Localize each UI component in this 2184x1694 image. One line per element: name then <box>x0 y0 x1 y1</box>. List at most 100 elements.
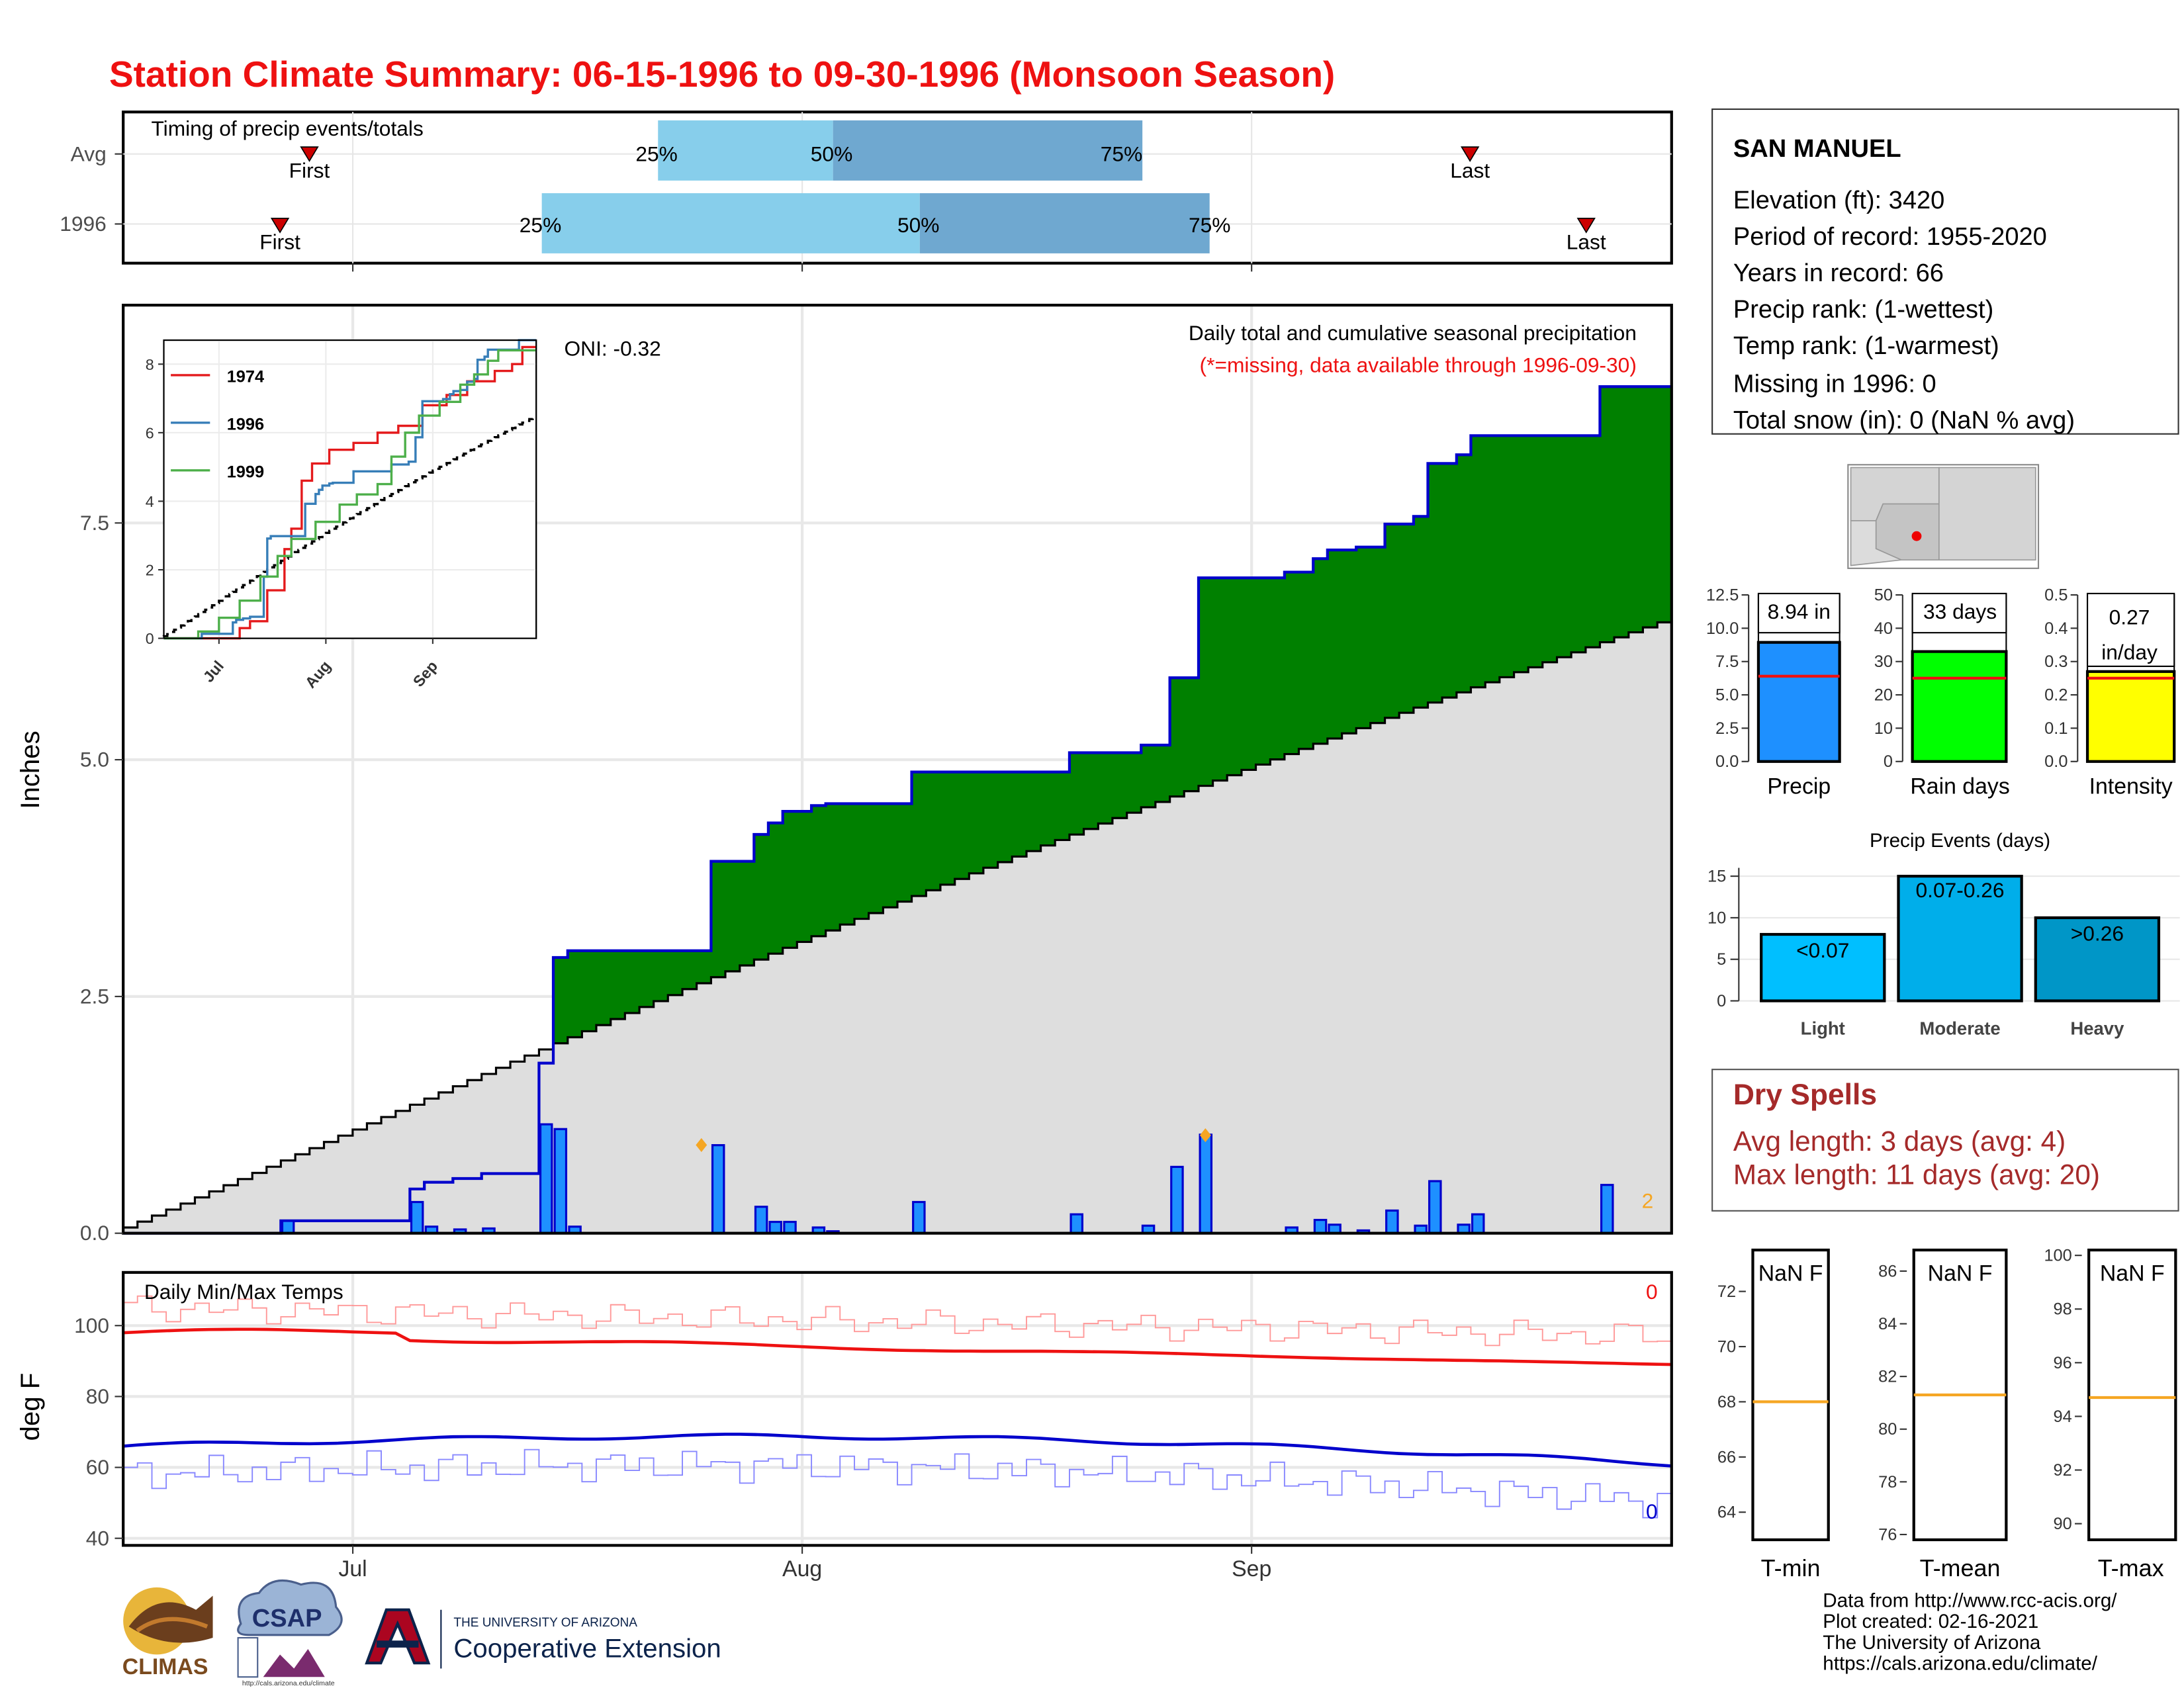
daily-precip-bar <box>1069 1213 1084 1235</box>
footer-line: The University of Arizona <box>1823 1632 2041 1654</box>
ua-extension-text: Cooperative Extension <box>453 1634 721 1664</box>
inset-avg-line <box>162 416 537 638</box>
missing-count: 2 <box>1642 1189 1654 1213</box>
avg-q25-label: 25% <box>635 142 677 165</box>
tbox-y-tick: 70 <box>1717 1337 1736 1356</box>
timing-label: Timing of precip events/totals <box>151 116 423 140</box>
summary-y-tick: 7.5 <box>1715 652 1739 671</box>
event-bar <box>1897 874 2023 1003</box>
station-line: Elevation (ft): 3420 <box>1733 187 1944 214</box>
daily-precip-bar <box>553 1128 568 1235</box>
event-bar <box>2034 916 2161 1003</box>
summary-y-tick: 0.1 <box>2044 719 2068 738</box>
daily-precip-bar <box>768 1220 782 1235</box>
summary-y-tick: 12.5 <box>1706 586 1739 605</box>
tmean-box-value: NaN F <box>1928 1261 1993 1286</box>
tmin-avg-line <box>122 1433 1672 1468</box>
daily-precip-bar <box>783 1220 797 1235</box>
daily-precip-bar <box>1170 1165 1184 1235</box>
summary-y-tick: 0.5 <box>2044 586 2068 605</box>
inset-y-tick: 2 <box>146 562 154 579</box>
inset-legend-1996: 1996 <box>227 415 264 433</box>
tbox-y-tick: 100 <box>2044 1247 2071 1265</box>
tbox-y-tick: 64 <box>1717 1503 1736 1522</box>
tbox-y-tick: 86 <box>1878 1262 1897 1280</box>
timing-row-avg: Avg <box>71 142 107 165</box>
tbox-y-tick: 90 <box>2054 1515 2072 1533</box>
tmin-missing-count: 0 <box>1646 1499 1658 1523</box>
precip-panel: Daily total and cumulative seasonal prec… <box>15 304 1673 1245</box>
yr-last-marker <box>1576 218 1596 234</box>
daily-precip-bar <box>281 1220 295 1235</box>
precip-value-label: 8.94 in <box>1768 600 1831 623</box>
temp-y-tick: 60 <box>86 1455 109 1479</box>
intensity-summary-label: Intensity <box>2089 774 2173 799</box>
oni-label: ONI: -0.32 <box>565 336 661 360</box>
csap-logo: CSAP http://cals.arizona.edu/climate <box>237 1579 343 1687</box>
inset-y-tick: 8 <box>146 356 154 373</box>
daily-precip-bar <box>1385 1209 1399 1235</box>
locator-map <box>1847 464 2040 569</box>
daily-precip-bar <box>912 1200 926 1235</box>
tbox-y-tick: 76 <box>1878 1525 1897 1544</box>
tbox-y-tick: 78 <box>1878 1473 1897 1492</box>
moderate-bar-text: 0.07-0.26 <box>1916 878 2005 902</box>
yr-iqr-high-bar <box>919 193 1210 253</box>
timing-panel: Timing of precip events/totals 25% 50% 7… <box>60 111 1673 272</box>
inset-line-1999 <box>163 349 537 640</box>
footer-line: https://cals.arizona.edu/climate/ <box>1823 1653 2098 1675</box>
event-bar <box>1760 932 1886 1003</box>
yr-last-label: Last <box>1567 230 1606 254</box>
summary-y-tick: 40 <box>1874 619 1893 638</box>
temperature-boxes: 72 70 68 66 64 86 84 82 80 78 76 100 98 96 94 92 90 NaN … <box>1717 1247 2177 1582</box>
daily-precip-bars <box>281 1123 1614 1235</box>
station-line: Precip rank: (1-wettest) <box>1733 296 1993 324</box>
tmin-box-value: NaN F <box>1758 1261 1823 1286</box>
summary-y-tick: 0.0 <box>1715 752 1739 771</box>
yr-q25-label: 25% <box>520 213 561 237</box>
daily-precip-bar <box>711 1144 725 1235</box>
summary-y-tick: 50 <box>1874 586 1893 605</box>
tbox-y-tick: 72 <box>1717 1282 1736 1301</box>
inset-legend-1999: 1999 <box>227 463 264 481</box>
climas-logo: CLIMAS <box>122 1587 213 1679</box>
tbox-y-tick: 66 <box>1717 1448 1736 1466</box>
events-y-tick: 5 <box>1717 950 1726 969</box>
inset-y-tick: 4 <box>146 493 154 510</box>
temp-y-tick: 80 <box>86 1384 109 1408</box>
yr-iqr-low-bar <box>541 193 920 253</box>
summary-y-tick: 10 <box>1874 719 1893 738</box>
dry-spells-title: Dry Spells <box>1733 1079 1877 1111</box>
daily-precip-bar <box>754 1206 768 1235</box>
footer-credits: Data from http://www.rcc-acis.org/ Plot … <box>1823 1589 2117 1674</box>
x-tick-aug: Aug <box>782 1556 822 1582</box>
dry-spells-avg: Avg length: 3 days (avg: 4) <box>1733 1126 2066 1157</box>
moderate-axis-label: Moderate <box>1919 1018 2000 1038</box>
light-bar-text: <0.07 <box>1796 938 1849 962</box>
station-location-dot <box>1911 531 1922 541</box>
station-line: Period of record: 1955-2020 <box>1733 223 2047 251</box>
surplus-area <box>553 386 1672 1044</box>
tmax-avg-line <box>123 1327 1672 1366</box>
summary-y-tick: 5.0 <box>1715 686 1739 705</box>
x-tick-sep: Sep <box>1232 1556 1271 1582</box>
temp-y-label: deg F <box>15 1373 45 1441</box>
yr-first-label: First <box>259 230 300 254</box>
dry-spells-max: Max length: 11 days (avg: 20) <box>1733 1159 2100 1190</box>
tmax-daily-line <box>123 1295 1672 1347</box>
precip-y-tick: 5.0 <box>80 748 109 772</box>
precip-summary-label: Precip <box>1767 774 1831 799</box>
daily-precip-bar <box>1428 1180 1442 1235</box>
raindays-value-label: 33 days <box>1923 600 1997 623</box>
events-y-tick: 0 <box>1717 992 1726 1010</box>
daily-precip-bar <box>1600 1184 1614 1235</box>
tmin-box-label: T-min <box>1761 1554 1821 1582</box>
temp-y-tick: 100 <box>74 1314 109 1337</box>
csap-wordmark: CSAP <box>252 1605 322 1632</box>
climas-wordmark: CLIMAS <box>122 1654 208 1679</box>
footer-line: Plot created: 02-16-2021 <box>1823 1611 2038 1632</box>
yr-q50-label: 50% <box>897 213 939 237</box>
avg-iqr-high-bar <box>833 120 1143 181</box>
